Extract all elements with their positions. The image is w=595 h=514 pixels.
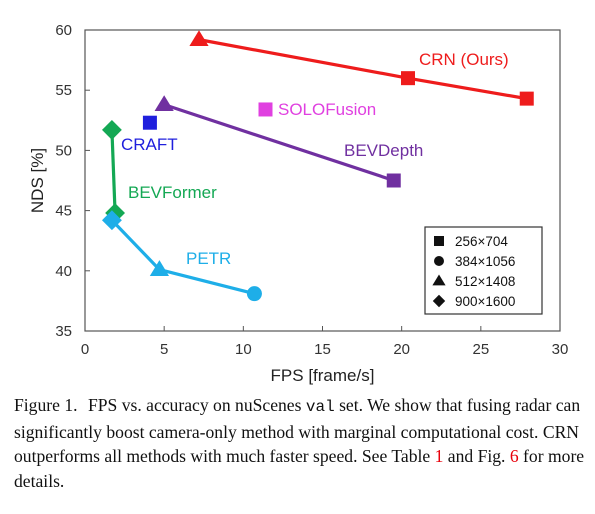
y-tick-label: 55 [55, 82, 72, 99]
y-tick-label: 40 [55, 263, 72, 280]
y-tick-label: 35 [55, 323, 72, 340]
series-line-bevformer [110, 129, 117, 214]
series-label-bevdepth: BEVDepth [344, 141, 423, 160]
legend-box [424, 226, 543, 315]
y-axis-title: NDS [%] [28, 148, 47, 213]
legend-marker-triangle [432, 274, 446, 286]
legend-label: 512×1408 [455, 274, 515, 289]
y-tick-label: 60 [55, 22, 72, 39]
x-tick-label: 20 [393, 341, 410, 358]
chart: 0 5 10 15 20 25 30 35 40 45 50 55 60 FPS [frame/s] NDS… [28, 22, 569, 385]
data-point-solofusion [258, 102, 273, 117]
series-line-petr [110, 219, 255, 296]
data-point-craft [142, 115, 157, 130]
data-point-petr [246, 286, 262, 302]
data-point-bevformer [101, 120, 122, 140]
figure-caption: Figure 1. FPS vs. accuracy on nuScenes v… [14, 393, 586, 493]
series-line-crn-ours [198, 38, 528, 101]
x-tick-label: 15 [314, 341, 331, 358]
caption-label: Figure 1. [14, 395, 78, 415]
caption-val-word: val [305, 398, 335, 416]
x-tick-label: 5 [160, 341, 168, 358]
x-tick-label: 0 [81, 341, 89, 358]
legend-label: 256×704 [455, 234, 508, 249]
series-label-crn-ours: CRN (Ours) [419, 50, 509, 69]
caption-text-between: and Fig. [443, 446, 510, 466]
x-axis-title: FPS [frame/s] [271, 366, 375, 385]
x-tick-label: 10 [235, 341, 252, 358]
data-point-petr [101, 210, 122, 231]
series-label-bevformer: BEVFormer [128, 183, 217, 202]
series-label-craft: CRAFT [121, 135, 178, 154]
y-tick-label: 45 [55, 203, 72, 220]
series-line-bevdepth [163, 103, 395, 183]
x-tick-label: 30 [552, 341, 569, 358]
chart-svg: 0 5 10 15 20 25 30 35 40 45 50 55 60 FPS [frame/s] NDS… [28, 22, 569, 385]
data-point-bevdepth [154, 95, 174, 112]
y-tick-label: 50 [55, 142, 72, 159]
caption-text-start: FPS vs. accuracy on nuScenes [87, 395, 306, 415]
data-point-crn-ours [401, 71, 415, 86]
data-point-crn-ours [519, 91, 534, 106]
data-point-bevdepth [386, 173, 401, 188]
caption-text-middle: set. We show that fusing radar can signi… [14, 395, 581, 466]
legend-marker-square [434, 236, 444, 246]
legend-marker-diamond [432, 294, 446, 308]
legend-label: 384×1056 [455, 254, 515, 269]
data-point-petr [149, 260, 170, 276]
legend-label: 900×1600 [455, 294, 515, 309]
data-point-crn-ours [189, 30, 209, 47]
series-label-solofusion: SOLOFusion [278, 100, 376, 119]
figure-reference-link[interactable]: 6 [509, 446, 519, 466]
caption-text-end: for more details. [14, 446, 585, 491]
legend-marker-circle [434, 256, 444, 266]
table-reference-link[interactable]: 1 [434, 446, 444, 466]
x-tick-label: 25 [472, 341, 489, 358]
series-label-petr: PETR [186, 249, 231, 268]
